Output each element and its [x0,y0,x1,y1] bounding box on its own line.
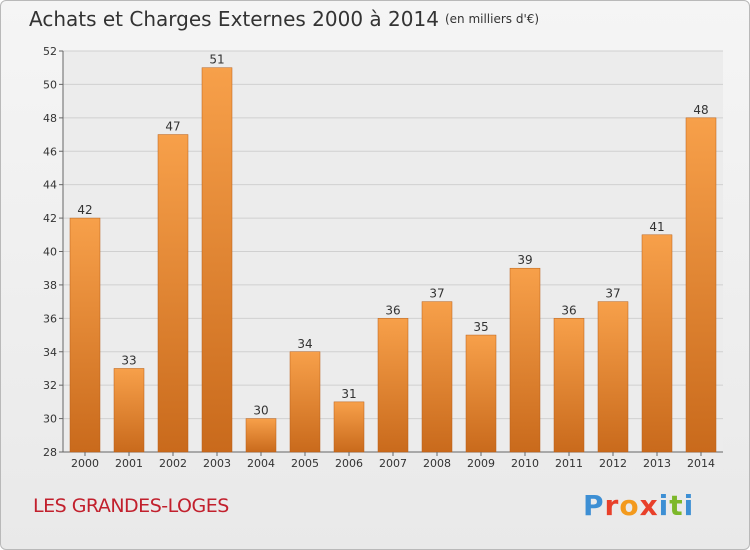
logo-letter: r [604,489,620,522]
data-label: 37 [429,287,444,301]
data-label: 41 [649,220,664,234]
bar-2009 [465,334,497,453]
bar-2011 [553,318,585,453]
bar-2008 [421,301,453,453]
y-tick-label: 46 [43,145,57,158]
y-tick-label: 44 [43,179,57,192]
x-tick-label: 2005 [291,457,319,470]
x-tick-label: 2001 [115,457,143,470]
bar-2001 [113,368,145,453]
bar-2007 [377,318,409,453]
y-tick-label: 50 [43,78,57,91]
bar-2002 [157,134,189,453]
chart-title: Achats et Charges Externes 2000 à 2014 (e… [29,7,539,31]
y-tick-label: 32 [43,379,57,392]
y-tick-label: 28 [43,446,57,459]
data-label: 48 [693,103,708,117]
bar-2013 [641,234,673,453]
x-tick-label: 2004 [247,457,275,470]
logo-letter: t [669,489,684,522]
data-label: 31 [341,387,356,401]
x-tick-label: 2006 [335,457,363,470]
y-tick-label: 36 [43,312,57,325]
y-tick-label: 34 [43,346,57,359]
logo-letter: i [683,489,695,522]
proxiti-logo: Proxiti [583,489,694,522]
x-tick-label: 2007 [379,457,407,470]
chart-unit-label: (en milliers d'€) [444,12,540,26]
x-tick-label: 2010 [511,457,539,470]
x-tick-label: 2011 [555,457,583,470]
bar-2006 [333,401,365,453]
commune-name: LES GRANDES-LOGES [33,495,229,517]
y-tick-label: 52 [43,45,57,58]
data-label: 30 [253,404,268,418]
y-tick-label: 42 [43,212,57,225]
logo-letter: i [658,489,670,522]
logo-letter: P [583,489,605,522]
y-tick-label: 48 [43,112,57,125]
data-label: 39 [517,253,532,267]
bar-2004 [245,418,277,453]
data-label: 33 [121,353,136,367]
data-label: 37 [605,287,620,301]
logo-letter: o [619,489,640,522]
data-label: 47 [165,120,180,134]
bar-2010 [509,267,541,453]
x-tick-label: 2002 [159,457,187,470]
bar-2003 [201,67,233,453]
y-tick-label: 38 [43,279,57,292]
x-tick-label: 2000 [71,457,99,470]
data-label: 34 [297,337,312,351]
data-label: 51 [209,53,224,67]
x-tick-label: 2008 [423,457,451,470]
data-label: 36 [561,303,576,317]
bar-2005 [289,351,321,453]
chart-title-text: Achats et Charges Externes 2000 à 2014 [29,7,439,31]
y-tick-label: 30 [43,413,57,426]
data-label: 36 [385,303,400,317]
y-tick-label: 40 [43,246,57,259]
x-tick-label: 2003 [203,457,231,470]
bar-2012 [597,301,629,453]
x-tick-label: 2014 [687,457,715,470]
data-label: 35 [473,320,488,334]
bar-2014 [685,117,717,453]
x-tick-label: 2009 [467,457,495,470]
bar-2000 [69,217,101,453]
data-label: 42 [77,203,92,217]
x-tick-label: 2013 [643,457,671,470]
logo-letter: x [639,489,659,522]
x-tick-label: 2012 [599,457,627,470]
